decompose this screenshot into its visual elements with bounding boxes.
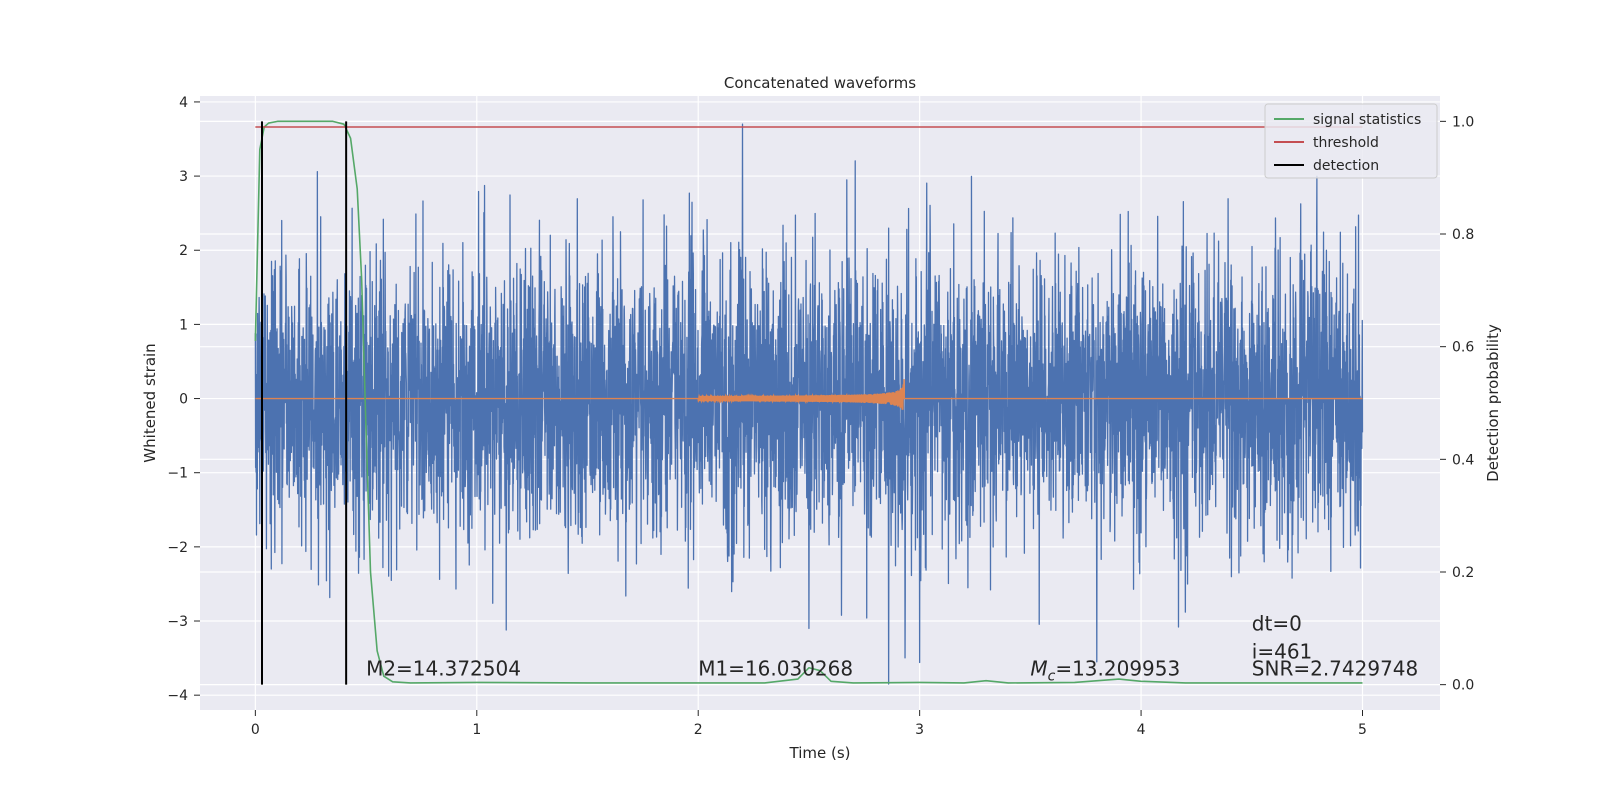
annotation-text: dt=0 xyxy=(1252,611,1302,635)
annotation-part: c xyxy=(1048,668,1056,684)
legend-label: detection xyxy=(1313,158,1379,174)
y-right-tick-label: 1.0 xyxy=(1452,114,1474,130)
y-right-tick-label: 0.8 xyxy=(1452,227,1474,243)
y-right-tick-label: 0.4 xyxy=(1452,452,1474,468)
x-tick-label: 5 xyxy=(1358,722,1367,738)
y-axis-label-right: Detection probability xyxy=(1484,324,1502,482)
y-left-tick-label: −4 xyxy=(167,688,188,704)
y-right-tick-label: 0.0 xyxy=(1452,678,1474,694)
chart-title: Concatenated waveforms xyxy=(724,74,916,92)
annotation-text: SNR=2.7429748 xyxy=(1252,656,1418,680)
annotation-part: =13.209953 xyxy=(1055,656,1180,680)
y-left-tick-label: −1 xyxy=(167,466,188,482)
annotation-part: M xyxy=(1030,656,1047,680)
annotations: M2=14.372504 M1=16.030268 Mc=13.209953 dt=0… xyxy=(366,611,1418,684)
y-axis-label-left: Whitened strain xyxy=(141,343,159,462)
x-tick-label: 2 xyxy=(694,722,703,738)
x-tick-label: 0 xyxy=(251,722,260,738)
y-left-tick-label: 2 xyxy=(179,243,188,259)
y-left-tick-label: 3 xyxy=(179,169,188,185)
y-left-tick-label: 4 xyxy=(179,95,188,111)
series-layer xyxy=(254,120,1364,685)
x-axis-label: Time (s) xyxy=(789,744,851,762)
ticks: 0 1 2 3 4 5 4 3 2 1 0 −1 −2 −3 −4 1.0 0.8 0.6 0.4 0.2 0.0 xyxy=(167,95,1474,738)
legend: signal statistics threshold detection xyxy=(1264,103,1438,179)
annotation-text: Mc=13.209953 xyxy=(1030,656,1180,684)
legend-box xyxy=(1264,103,1438,179)
x-tick-label: 4 xyxy=(1137,722,1146,738)
x-tick-label: 1 xyxy=(472,722,481,738)
y-left-tick-label: −2 xyxy=(167,540,188,556)
series-chirp-line xyxy=(255,379,1363,410)
y-right-tick-label: 0.6 xyxy=(1452,340,1474,356)
y-left-tick-label: 1 xyxy=(179,317,188,333)
annotation-text: M1=16.030268 xyxy=(698,656,853,680)
annotation-text: M2=14.372504 xyxy=(366,656,521,680)
series-strain-line xyxy=(254,123,1364,685)
x-tick-label: 3 xyxy=(915,722,924,738)
series-signal-statistics-line xyxy=(254,120,1363,684)
annotation-text: i=461 xyxy=(1252,639,1313,663)
legend-label: threshold xyxy=(1313,135,1379,151)
y-left-tick-label: 0 xyxy=(179,392,188,408)
legend-label: signal statistics xyxy=(1313,112,1421,128)
y-left-tick-label: −3 xyxy=(167,614,188,630)
y-right-tick-label: 0.2 xyxy=(1452,565,1474,581)
plot-content xyxy=(254,120,1364,685)
